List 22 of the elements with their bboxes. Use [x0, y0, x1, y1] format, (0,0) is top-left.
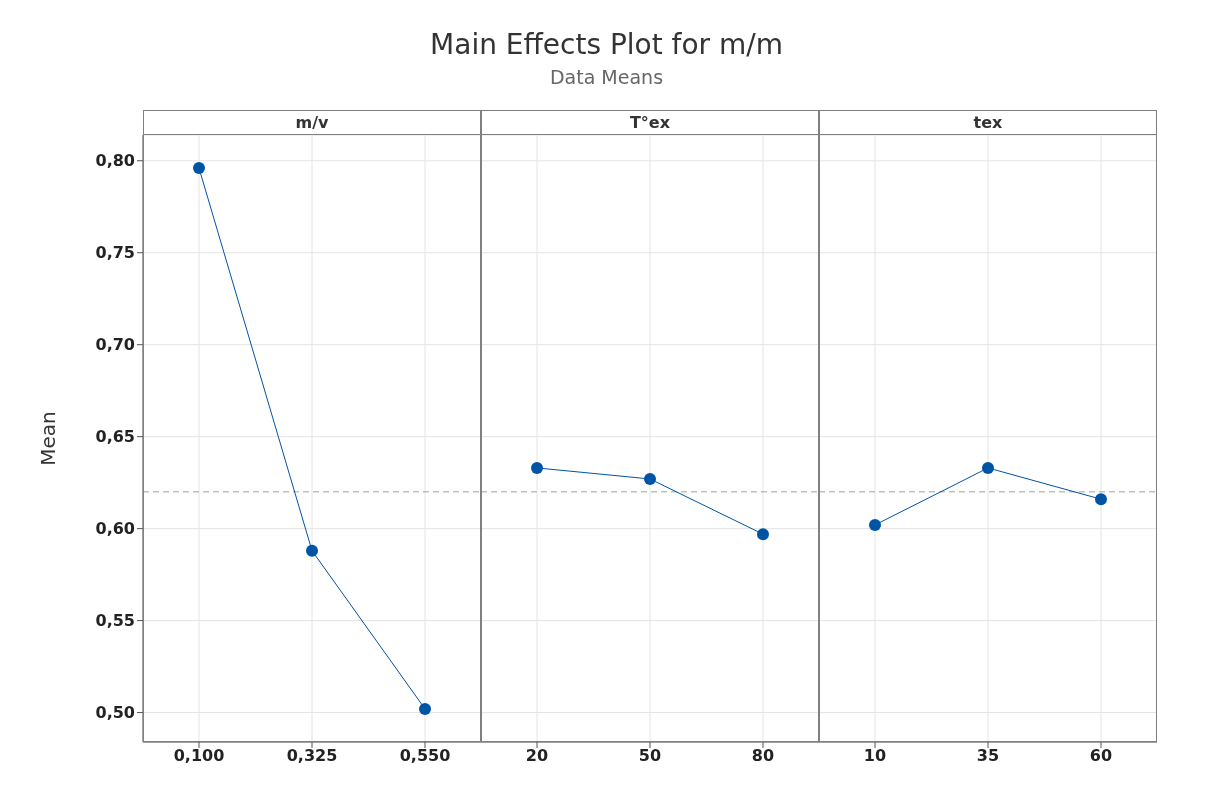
x-tick-label: 10: [863, 746, 887, 766]
y-tick-label: 0,75: [95, 243, 135, 263]
y-tick-label: 0,60: [95, 519, 135, 539]
x-tick-label: 50: [638, 746, 662, 766]
y-tick-label: 0,55: [95, 611, 135, 631]
chart-title: T°ex: [481, 110, 819, 135]
x-tick-label: 0,100: [173, 746, 225, 766]
y-tick-label: 0,70: [95, 335, 135, 355]
x-tick-label: 80: [751, 746, 775, 766]
text: Main Effects Plot for m/m: [429, 27, 784, 63]
y-tick-label: 0,50: [95, 703, 135, 723]
y-tick-label: 0,65: [95, 427, 135, 447]
chart-title: tex: [819, 110, 1157, 135]
chart-title: m/v: [143, 110, 481, 135]
x-tick-label: 0,550: [399, 746, 451, 766]
y-tick-label: 0,80: [95, 151, 135, 171]
x-tick-label: 20: [525, 746, 549, 766]
y-axis-title: Mean: [36, 411, 61, 466]
x-tick-label: 60: [1089, 746, 1113, 766]
x-tick-label: 0,325: [286, 746, 338, 766]
x-tick-label: 35: [976, 746, 1000, 766]
text: Data Means: [548, 65, 665, 90]
